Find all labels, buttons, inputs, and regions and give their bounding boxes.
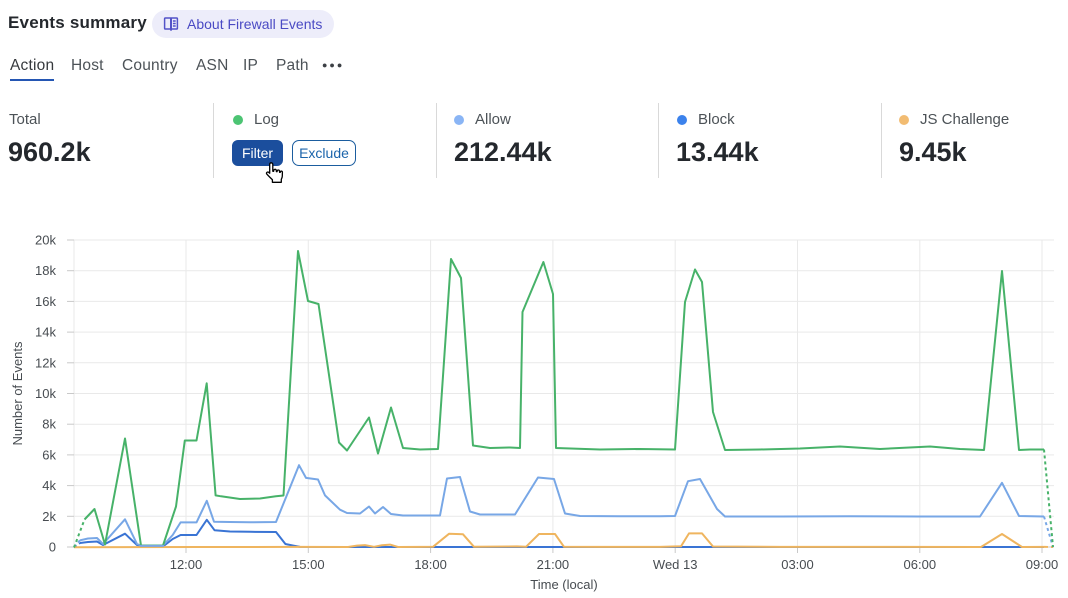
svg-text:Time (local): Time (local) xyxy=(530,577,597,592)
svg-text:09:00: 09:00 xyxy=(1026,557,1059,572)
svg-text:12k: 12k xyxy=(35,355,56,370)
svg-text:8k: 8k xyxy=(42,417,56,432)
svg-text:03:00: 03:00 xyxy=(781,557,814,572)
svg-text:21:00: 21:00 xyxy=(537,557,570,572)
svg-text:20k: 20k xyxy=(35,233,56,248)
svg-text:14k: 14k xyxy=(35,325,56,340)
svg-text:Wed 13: Wed 13 xyxy=(653,557,698,572)
svg-text:16k: 16k xyxy=(35,294,56,309)
svg-text:15:00: 15:00 xyxy=(292,557,325,572)
svg-text:12:00: 12:00 xyxy=(170,557,203,572)
svg-text:4k: 4k xyxy=(42,478,56,493)
svg-text:2k: 2k xyxy=(42,509,56,524)
svg-text:18k: 18k xyxy=(35,263,56,278)
svg-text:Number of Events: Number of Events xyxy=(10,341,25,446)
svg-text:06:00: 06:00 xyxy=(904,557,937,572)
svg-text:6k: 6k xyxy=(42,447,56,462)
svg-text:0: 0 xyxy=(49,540,56,555)
svg-text:10k: 10k xyxy=(35,386,56,401)
svg-text:18:00: 18:00 xyxy=(414,557,447,572)
